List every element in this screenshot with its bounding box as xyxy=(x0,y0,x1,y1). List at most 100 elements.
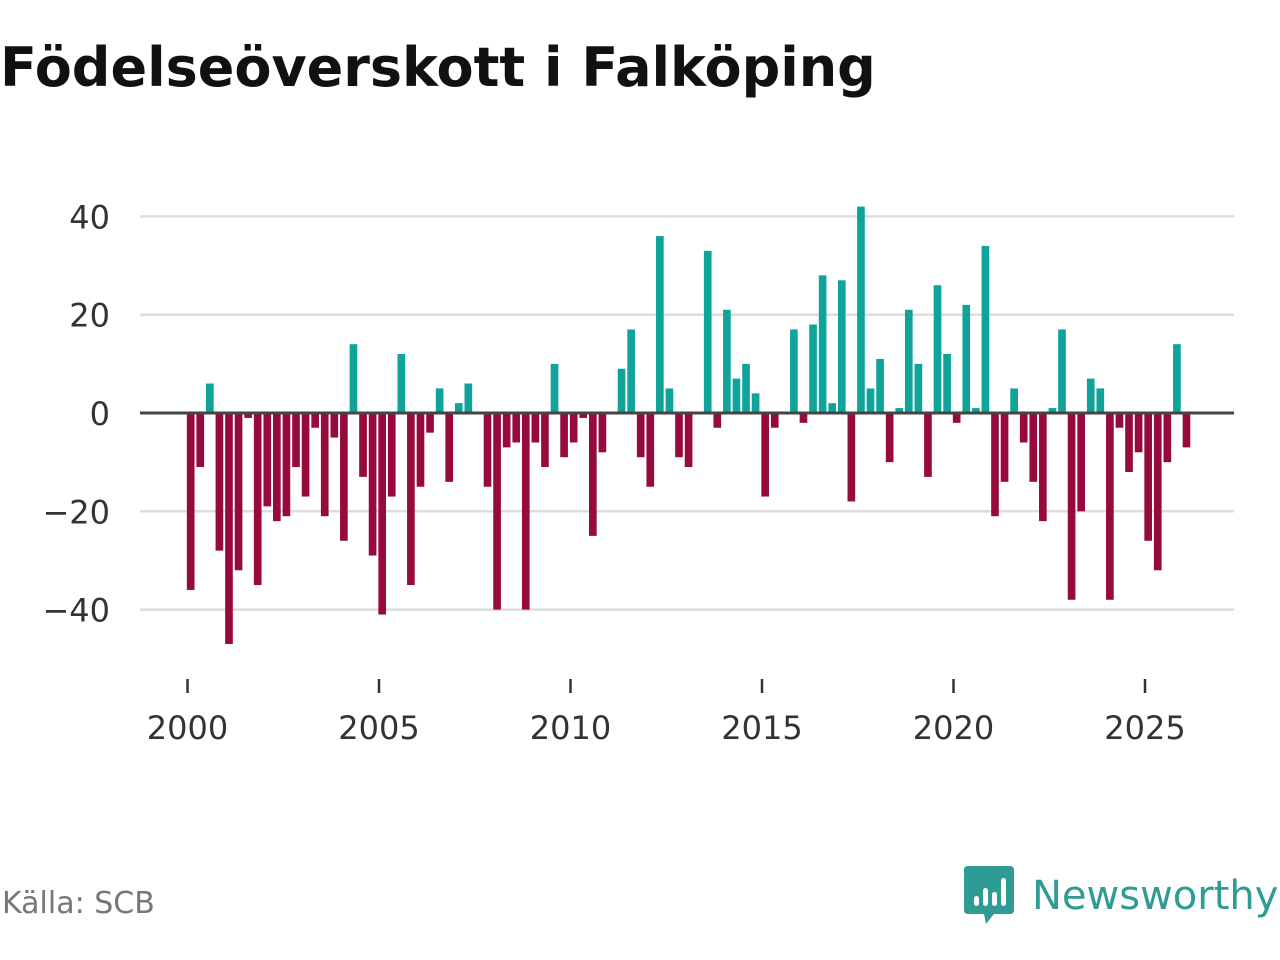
bar xyxy=(1173,344,1181,413)
x-tick-label: 2025 xyxy=(1104,709,1185,747)
bar xyxy=(282,413,291,517)
bar xyxy=(311,413,319,428)
bar xyxy=(1039,413,1047,522)
x-tick-label: 2005 xyxy=(338,709,419,747)
bar xyxy=(589,413,597,536)
bar xyxy=(656,236,664,413)
x-tick-label: 2015 xyxy=(721,709,802,747)
bar xyxy=(541,413,549,468)
bar xyxy=(569,413,578,443)
bar xyxy=(483,413,492,487)
bar xyxy=(675,413,683,458)
bar xyxy=(349,344,358,413)
bar xyxy=(866,388,875,413)
bar xyxy=(598,413,607,453)
bar xyxy=(847,413,856,502)
bar xyxy=(742,363,750,413)
bar xyxy=(560,413,568,458)
bar xyxy=(646,413,655,487)
bar xyxy=(1125,413,1133,472)
bar xyxy=(253,413,262,586)
bar xyxy=(790,329,798,413)
bar xyxy=(1115,413,1124,428)
bar xyxy=(1096,388,1105,413)
bar xyxy=(972,408,980,413)
bar xyxy=(770,413,779,428)
x-tick-label: 2010 xyxy=(530,709,611,747)
bar xyxy=(751,393,760,413)
bar xyxy=(627,329,635,413)
x-tick-label: 2000 xyxy=(147,709,228,747)
bar xyxy=(933,285,942,413)
bar xyxy=(1029,413,1038,482)
bar xyxy=(837,280,846,413)
bar xyxy=(186,413,195,590)
y-tick-label: 20 xyxy=(69,297,110,335)
bar xyxy=(454,403,463,413)
bar xyxy=(206,383,214,413)
bar xyxy=(703,250,712,413)
bar xyxy=(665,388,674,413)
bar xyxy=(320,413,329,517)
bar xyxy=(1010,388,1018,413)
bar xyxy=(952,413,961,423)
bar xyxy=(464,383,473,413)
bar xyxy=(828,403,837,413)
bar xyxy=(263,413,272,507)
bar xyxy=(981,245,990,413)
bar xyxy=(244,413,252,418)
logo-text: Newsworthy xyxy=(1032,873,1279,919)
y-axis-ticks: 40 20 0 −20 −40 xyxy=(42,198,110,629)
bar xyxy=(914,363,923,413)
chart-title: Födelseöverskott i Falköping xyxy=(0,36,876,99)
bar xyxy=(1153,413,1162,571)
bar xyxy=(196,413,205,468)
bar xyxy=(493,413,501,610)
bar xyxy=(943,354,951,413)
bar xyxy=(445,413,454,482)
bar xyxy=(1019,413,1028,443)
y-tick-label: −40 xyxy=(42,592,110,630)
bar xyxy=(818,275,827,413)
bar xyxy=(636,413,645,458)
bar xyxy=(579,413,588,418)
bar xyxy=(1134,413,1143,453)
bar xyxy=(521,413,530,610)
x-axis-ticks: 2000 2005 2010 2015 2020 2025 xyxy=(147,679,1186,747)
bar xyxy=(359,413,367,477)
bars xyxy=(186,206,1191,644)
bar xyxy=(1163,413,1172,463)
bar xyxy=(617,368,626,413)
bar xyxy=(761,413,770,497)
bar xyxy=(512,413,521,443)
bar xyxy=(1000,413,1009,482)
bar xyxy=(1058,329,1066,413)
y-tick-label: 40 xyxy=(69,198,110,236)
bar xyxy=(713,413,722,428)
x-tick-label: 2020 xyxy=(913,709,994,747)
bar xyxy=(895,408,904,413)
bar xyxy=(799,413,808,423)
newsworthy-logo: Newsworthy xyxy=(964,866,1278,926)
bar xyxy=(876,358,884,413)
bar xyxy=(550,363,559,413)
bar xyxy=(904,309,913,413)
bar xyxy=(416,413,425,487)
bar xyxy=(368,413,377,556)
bar xyxy=(1067,413,1076,600)
bar xyxy=(924,413,932,477)
bar xyxy=(340,413,348,541)
bar xyxy=(1077,413,1085,512)
bar xyxy=(407,413,415,586)
bar xyxy=(1086,378,1095,413)
bar xyxy=(397,354,406,413)
bar xyxy=(435,388,444,413)
bar xyxy=(684,413,693,468)
bar xyxy=(387,413,396,497)
bar xyxy=(426,413,434,433)
bar xyxy=(723,309,731,413)
bar xyxy=(215,413,224,551)
bar xyxy=(234,413,243,571)
source-text: Källa: SCB xyxy=(2,886,155,921)
